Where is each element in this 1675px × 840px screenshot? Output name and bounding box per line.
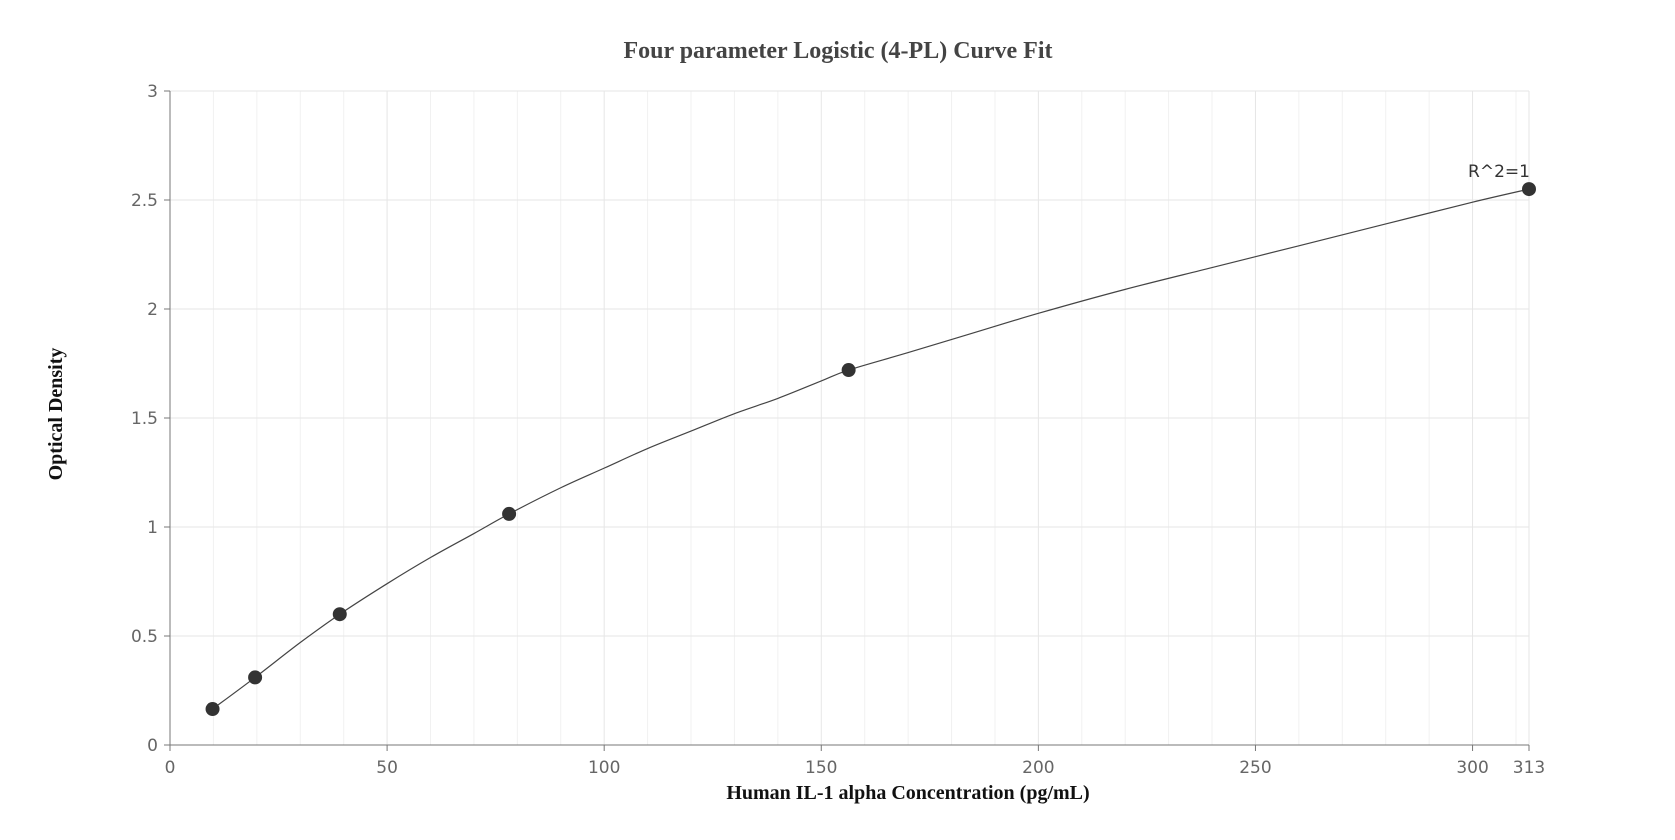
- y-axis-ticks: 0 0.5 1 1.5 2 2.5 3: [131, 82, 170, 756]
- y-axis-label: Optical Density: [45, 348, 67, 481]
- data-point: [1522, 182, 1536, 197]
- x-axis-label: Human IL-1 alpha Concentration (pg/mL): [726, 782, 1089, 804]
- data-points: [205, 182, 1536, 717]
- y-tick-label: 0: [147, 736, 158, 756]
- x-tick-label: 0: [165, 758, 176, 778]
- chart-title: Four parameter Logistic (4-PL) Curve Fit: [623, 38, 1052, 64]
- y-tick-label: 3: [147, 82, 158, 102]
- fit-curve-line: [212, 188, 1530, 710]
- y-tick-label: 1: [147, 518, 158, 538]
- major-grid: [170, 90, 1530, 745]
- x-tick-label: 150: [805, 758, 837, 778]
- y-tick-label: 2: [147, 300, 158, 320]
- data-point: [205, 702, 220, 717]
- x-tick-label: 200: [1022, 758, 1054, 778]
- annotations: R^2=1: [1468, 162, 1530, 182]
- x-axis-ticks: 0 50 100 150 200 250 300 313: [165, 745, 1545, 778]
- data-point: [332, 607, 347, 622]
- y-tick-label: 2.5: [131, 191, 158, 211]
- data-point: [841, 363, 856, 378]
- y-tick-label: 0.5: [131, 627, 158, 647]
- data-point: [502, 506, 517, 521]
- x-tick-label: 250: [1239, 758, 1271, 778]
- x-tick-label: 313: [1513, 758, 1545, 778]
- x-tick-label: 300: [1456, 758, 1488, 778]
- r-squared-annotation: R^2=1: [1468, 162, 1530, 182]
- x-tick-label: 100: [588, 758, 620, 778]
- y-tick-label: 1.5: [131, 409, 158, 429]
- data-point: [248, 670, 263, 685]
- x-tick-label: 50: [376, 758, 398, 778]
